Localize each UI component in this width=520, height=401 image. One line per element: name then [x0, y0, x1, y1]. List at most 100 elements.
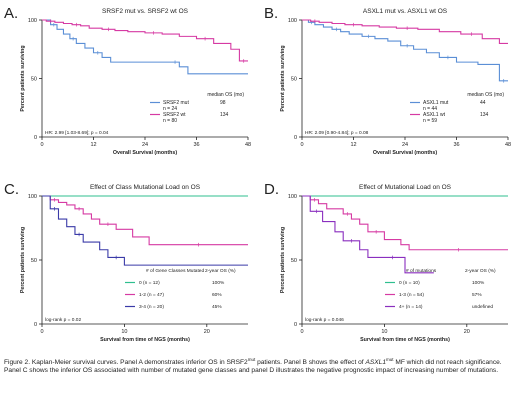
legend-col1-header: # of mutations	[406, 268, 437, 274]
legend-col1-header: # of Gene Classes Mutated	[146, 268, 204, 274]
x-axis-label: Overall Survival (months)	[113, 150, 177, 156]
x-tick-label: 24	[142, 142, 148, 148]
km-chart-b: B. ASXL1 mut vs. ASXL1 wt OS 0 50 100 0 12 24 36…	[264, 5, 511, 156]
legend-n-label: n = 24	[163, 106, 177, 112]
caption-part-1: Figure 2. Kaplan-Meier survival curves. …	[4, 359, 248, 367]
panel-c: C. Effect of Class Mutational Load on OS 0…	[0, 176, 260, 348]
legend-os-value: undefined	[472, 304, 493, 310]
y-tick-label: 50	[31, 258, 37, 264]
series-line-2	[42, 19, 248, 62]
x-tick-label: 0	[40, 142, 43, 148]
series-line-2	[42, 195, 248, 246]
y-axis-label: Percent patients surviving	[280, 227, 286, 293]
km-chart-c: C. Effect of Class Mutational Load on OS 0…	[4, 181, 248, 343]
caption-sup-2: mut	[385, 357, 394, 362]
x-tick-label: 36	[193, 142, 199, 148]
y-tick-label: 50	[291, 77, 297, 83]
chart-title: Effect of Class Mutational Load on OS	[90, 184, 201, 191]
legend-series-name: 1-3 (n = 54)	[399, 292, 424, 298]
legend-series-name: 3-4 (n = 20)	[139, 304, 164, 310]
legend-header: median OS (mo)	[207, 92, 244, 98]
legend-col2-header: 2-year OS (%)	[205, 268, 236, 274]
panel-a: A. SRSF2 mut vs. SRSF2 wt OS 0 50 100 0 12 24 36…	[0, 0, 260, 172]
y-tick-label: 100	[28, 194, 37, 200]
legend-series-name: SRSF2 wt	[163, 112, 186, 118]
y-tick-label: 100	[288, 18, 297, 24]
x-tick-label: 48	[245, 142, 251, 148]
km-chart-a: A. SRSF2 mut vs. SRSF2 wt OS 0 50 100 0 12 24 36…	[4, 5, 251, 156]
y-axis-label: Percent patients surviving	[20, 45, 26, 111]
legend-n-label: n = 59	[423, 118, 437, 124]
panel-b: B. ASXL1 mut vs. ASXL1 wt OS 0 50 100 0 12 24 36…	[260, 0, 520, 172]
y-tick-label: 100	[288, 194, 297, 200]
x-axis-label: Survival from time of NGS (months)	[360, 337, 450, 343]
y-tick-label: 0	[294, 135, 297, 141]
x-axis-label: Overall Survival (months)	[373, 150, 437, 156]
legend-median: 98	[220, 100, 226, 106]
legend-series-name: 0 (n = 12)	[139, 280, 160, 286]
series-line-1	[42, 19, 248, 75]
stats-text: HR: 2.09 [0.90-4.84]; p = 0.08	[305, 130, 369, 136]
y-tick-label: 50	[31, 77, 37, 83]
legend-n-label: n = 44	[423, 106, 437, 112]
legend-os-value: 100%	[212, 280, 225, 286]
chart-title: SRSF2 mut vs. SRSF2 wt OS	[102, 8, 189, 15]
caption-italic-gene: ASXL1	[365, 359, 386, 367]
stats-text: log-rank p = 0.02	[45, 317, 81, 323]
panel-letter: D.	[264, 181, 279, 198]
legend-series-name: ASXL1 mut	[423, 100, 449, 106]
x-tick-label: 48	[505, 142, 511, 148]
chart-title: ASXL1 mut vs. ASXL1 wt OS	[363, 8, 448, 15]
legend-n-label: n = 80	[163, 118, 177, 124]
x-tick-label: 20	[204, 329, 210, 335]
panel-letter: C.	[4, 181, 19, 198]
legend-os-value: 100%	[472, 280, 485, 286]
legend-series-name: 0 (n = 10)	[399, 280, 420, 286]
stats-text: HR: 2.99 [1.03-8.69]; p = 0.04	[45, 130, 109, 136]
y-tick-label: 0	[34, 135, 37, 141]
legend-median: 44	[480, 100, 486, 106]
x-tick-label: 0	[40, 329, 43, 335]
y-tick-label: 0	[34, 322, 37, 328]
km-chart-d: D. Effect of Mutational Load on OS0501000…	[264, 181, 508, 343]
chart-title: Effect of Mutational Load on OS	[359, 184, 452, 191]
legend-median: 134	[220, 112, 229, 118]
x-tick-label: 24	[402, 142, 408, 148]
series-line-2	[302, 19, 508, 44]
x-tick-label: 0	[300, 329, 303, 335]
panel-letter: A.	[4, 5, 18, 22]
y-axis-label: Percent patients surviving	[20, 227, 26, 293]
figure-caption: Figure 2. Kaplan-Meier survival curves. …	[4, 356, 516, 376]
legend-os-value: 45%	[212, 304, 222, 310]
caption-part-2: patients. Panel B shows the effect of	[255, 359, 366, 367]
legend-series-name: SRSF2 mut	[163, 100, 189, 106]
legend-os-value: 57%	[472, 292, 482, 298]
x-tick-label: 20	[464, 329, 470, 335]
legend-header: median OS (mo)	[467, 92, 504, 98]
stats-text: log-rank p = 0.046	[305, 317, 344, 323]
x-tick-label: 10	[381, 329, 387, 335]
y-tick-label: 100	[28, 18, 37, 24]
caption-part-3: MF which did not reach significance. Pan…	[4, 359, 502, 375]
series-line-3	[302, 195, 434, 274]
legend-series-name: ASXL1 wt	[423, 112, 446, 118]
panel-letter: B.	[264, 5, 278, 22]
x-tick-label: 36	[453, 142, 459, 148]
legend-col2-header: 2-year OS (%)	[465, 268, 496, 274]
caption-sup-1: mut	[247, 357, 256, 362]
x-tick-label: 12	[350, 142, 356, 148]
x-tick-label: 12	[90, 142, 96, 148]
legend-os-value: 60%	[212, 292, 222, 298]
y-axis-label: Percent patients surviving	[280, 45, 286, 111]
x-tick-label: 0	[300, 142, 303, 148]
y-tick-label: 0	[294, 322, 297, 328]
series-line-3	[42, 195, 248, 266]
x-axis-label: Survival from time of NGS (months)	[100, 337, 190, 343]
legend-series-name: 1-2 (n = 47)	[139, 292, 164, 298]
legend-median: 134	[480, 112, 489, 118]
x-tick-label: 10	[121, 329, 127, 335]
panel-d: D. Effect of Mutational Load on OS 0 50 100 0…	[260, 176, 520, 348]
series-line-1	[302, 19, 508, 82]
y-tick-label: 50	[291, 258, 297, 264]
legend-series-name: 4+ (n = 14)	[399, 304, 423, 310]
